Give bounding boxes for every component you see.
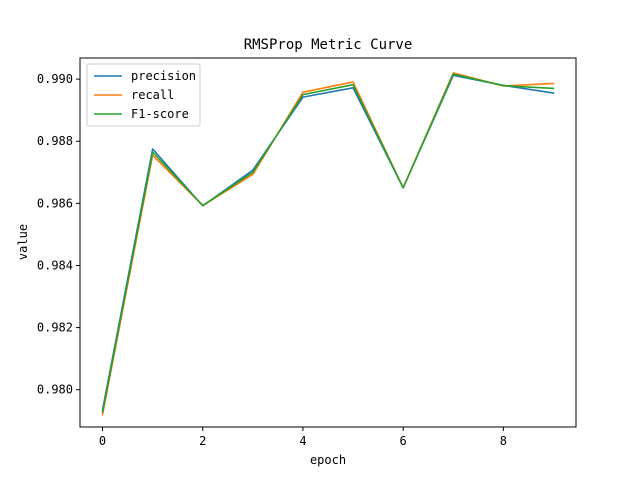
y-tick-label: 0.984 [37, 258, 73, 272]
x-tick-label: 2 [199, 434, 206, 448]
x-tick-label: 6 [400, 434, 407, 448]
plot-frame [79, 57, 577, 428]
y-tick-label: 0.990 [37, 72, 73, 86]
x-tick-label: 0 [99, 434, 106, 448]
y-axis-label: value [16, 224, 30, 260]
legend-label: F1-score [131, 107, 189, 121]
y-tick-label: 0.986 [37, 196, 73, 210]
x-tick-label: 4 [299, 434, 306, 448]
legend-box [86, 63, 201, 127]
chart-title: RMSProp Metric Curve [244, 37, 413, 53]
y-tick-label: 0.988 [37, 134, 73, 148]
y-tick-label: 0.982 [37, 321, 73, 335]
legend-label: precision [131, 69, 196, 83]
legend-label: recall [131, 88, 174, 102]
series-lines [101, 72, 555, 416]
x-tick-label: 8 [500, 434, 507, 448]
y-axis: 0.980 0.982 0.984 0.986 0.988 0.990 [37, 72, 80, 397]
series-line-f1-score [101, 73, 555, 414]
legend: precision recall F1-score [86, 63, 201, 127]
x-axis: 0 2 4 6 8 [99, 427, 507, 448]
y-tick-label: 0.980 [37, 383, 73, 397]
x-axis-label: epoch [310, 453, 346, 467]
